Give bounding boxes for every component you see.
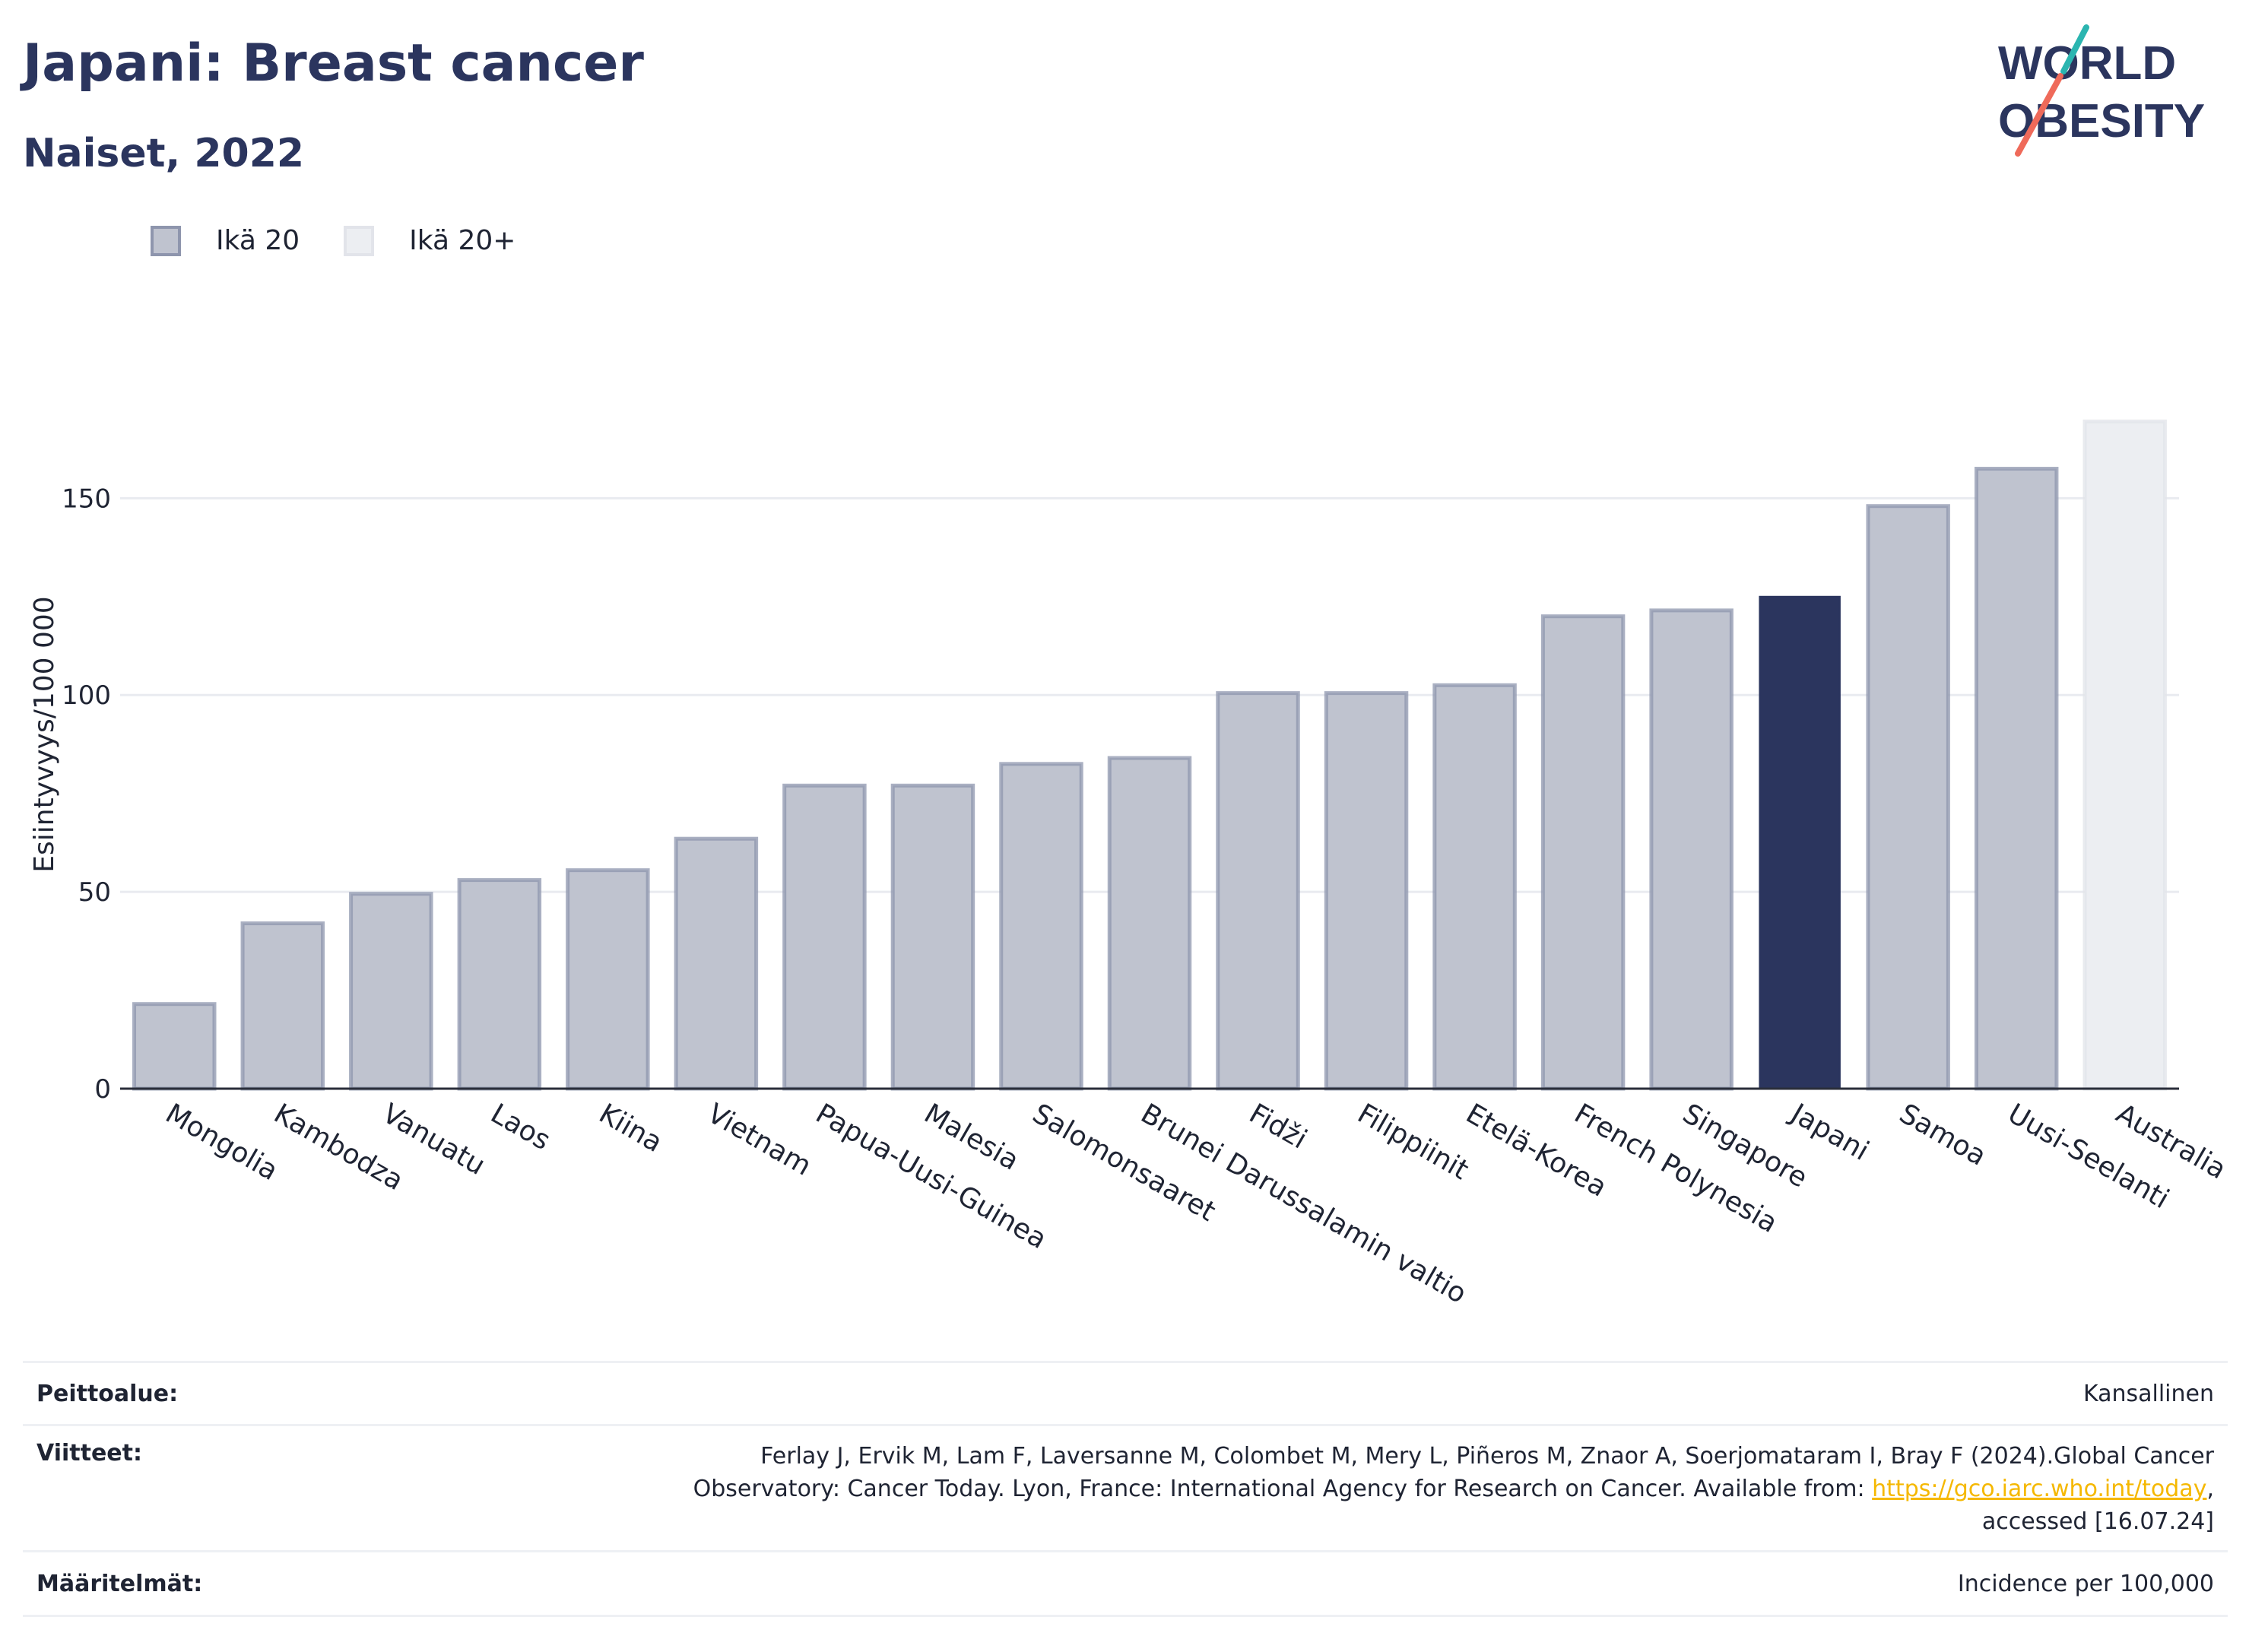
- bar-french-polynesia: [1540, 614, 1626, 1091]
- x-tick-label-french-polynesia: French Polynesia: [1569, 1098, 1783, 1239]
- definitions-value: Incidence per 100,000: [1957, 1570, 2214, 1597]
- y-axis-title: Esiintyvyys/100 000: [29, 596, 60, 872]
- x-tick-label-laos: Laos: [485, 1098, 555, 1156]
- bar-papua-uusi-guinea: [782, 783, 867, 1091]
- legend: Ikä 20 Ikä 20+: [151, 225, 560, 256]
- x-tick-label-japani: Japani: [1784, 1097, 1874, 1167]
- logo-slash-teal: [2060, 24, 2089, 75]
- bar-kiina: [566, 868, 650, 1091]
- logo-word-world: WORLD: [1998, 37, 2176, 90]
- legend-swatch-age-20-plus: [344, 225, 375, 256]
- coverage-value: Kansallinen: [2082, 1380, 2214, 1407]
- legend-label-age-20-plus: Ikä 20+: [409, 225, 516, 256]
- bar-samoa: [1866, 504, 1950, 1091]
- x-tick-label-fidzi: Fidži: [1244, 1098, 1312, 1155]
- x-tick-label-salomonsaaret: Salomonsaaret: [1027, 1098, 1220, 1228]
- bar-brunei-darussalamin-valtio: [1107, 756, 1192, 1091]
- y-tick-label-0: 0: [94, 1074, 111, 1105]
- x-tick-label-mongolia: Mongolia: [160, 1098, 284, 1187]
- coverage-label: Peittoalue:: [36, 1380, 179, 1407]
- legend-label-age-20: Ikä 20: [216, 225, 300, 256]
- bar-australia: [2082, 419, 2167, 1091]
- bar-filippiinit: [1324, 691, 1409, 1091]
- y-tick-label-50: 50: [78, 877, 111, 908]
- x-tick-label-samoa: Samoa: [1894, 1098, 1991, 1172]
- bar-fidzi: [1216, 691, 1300, 1091]
- x-tick-label-filippiinit: Filippiinit: [1353, 1098, 1474, 1186]
- chart-subtitle: Naiset, 2022: [23, 131, 305, 176]
- logo-slash-coral: [2015, 73, 2063, 157]
- bar-laos: [457, 878, 542, 1091]
- bar-singapore: [1649, 608, 1734, 1091]
- bar-mongolia: [132, 1002, 217, 1091]
- definitions-label: Määritelmät:: [36, 1570, 203, 1597]
- references-line-3: accessed [16.07.24]: [1981, 1508, 2214, 1535]
- x-tick-label-kiina: Kiina: [594, 1098, 668, 1159]
- bar-vietnam: [674, 836, 759, 1091]
- chart-title: Japani: Breast cancer: [23, 33, 644, 94]
- bar-kambodza: [240, 921, 325, 1091]
- references-line-1: Ferlay J, Ervik M, Lam F, Laversanne M, …: [760, 1443, 2214, 1470]
- references-line-2: Observatory: Cancer Today. Lyon, France:…: [693, 1476, 1873, 1502]
- world-obesity-logo: WORLD OBESITY: [1998, 24, 2205, 157]
- references-value: Ferlay J, Ervik M, Lam F, Laversanne M, …: [693, 1440, 2214, 1538]
- bar-uusi-seelanti: [1974, 467, 2059, 1091]
- y-tick-label-100: 100: [62, 680, 111, 711]
- bar-etela-korea: [1432, 683, 1517, 1091]
- legend-item-age-20[interactable]: Ikä 20: [151, 225, 300, 256]
- bar-vanuatu: [349, 892, 433, 1091]
- bar-japani: [1759, 595, 1841, 1089]
- references-label: Viitteet:: [36, 1440, 142, 1467]
- x-tick-label-vietnam: Vietnam: [702, 1098, 816, 1182]
- footer-table: Peittoalue: Kansallinen Viitteet: Ferlay…: [23, 1361, 2228, 1617]
- bar-malesia: [890, 783, 975, 1091]
- legend-item-age-20-plus[interactable]: Ikä 20+: [344, 225, 515, 256]
- definitions-row: Määritelmät: Incidence per 100,000: [23, 1550, 2228, 1617]
- references-row: Viitteet: Ferlay J, Ervik M, Lam F, Lave…: [23, 1424, 2228, 1550]
- y-tick-label-150: 150: [62, 484, 111, 514]
- references-line-2-end: ,: [2206, 1476, 2214, 1502]
- coverage-row: Peittoalue: Kansallinen: [23, 1361, 2228, 1424]
- references-link[interactable]: https://gco.iarc.who.int/today: [1872, 1476, 2207, 1502]
- bar-salomonsaaret: [999, 762, 1083, 1091]
- legend-swatch-age-20: [151, 225, 181, 256]
